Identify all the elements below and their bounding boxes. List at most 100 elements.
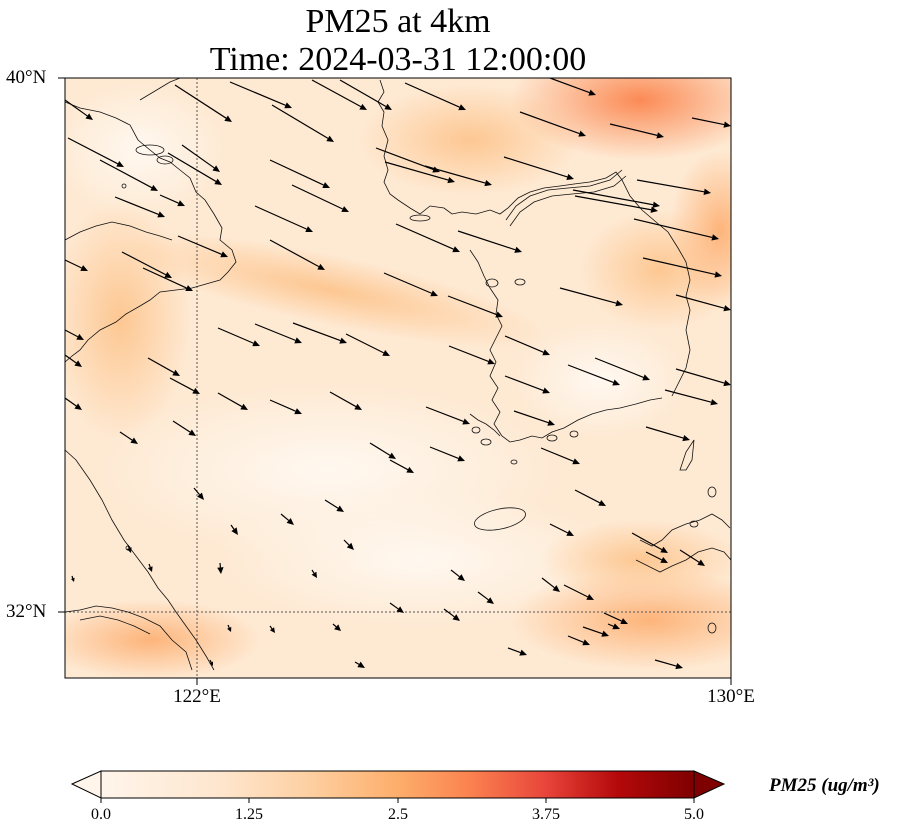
wind-arrow: [121, 251, 172, 278]
wind-arrow: [563, 584, 594, 600]
colorbar-tick-label: 0.0: [91, 806, 111, 823]
wind-arrow: [65, 99, 93, 120]
coastline-korea-north: [377, 79, 691, 397]
wind-arrow: [503, 156, 574, 180]
wind-arrow: [574, 489, 606, 506]
colorbar-under-triangle: [70, 770, 102, 799]
wind-arrow: [631, 532, 668, 553]
wind-arrow: [384, 161, 455, 184]
wind-arrow: [395, 223, 460, 253]
colorbar: [70, 770, 726, 803]
wind-arrow: [549, 523, 574, 536]
wind-arrow: [513, 410, 555, 426]
wind-arrow: [540, 447, 580, 465]
wind-arrow: [541, 577, 560, 592]
wind-arrow: [177, 235, 228, 258]
colorbar-tick-label: 2.5: [388, 806, 408, 823]
wind-arrow: [675, 294, 731, 312]
wind-arrow: [269, 239, 325, 270]
colorbar-tick-label: 1.25: [235, 806, 263, 823]
wind-arrow: [311, 79, 367, 110]
wind-arrow: [311, 569, 317, 578]
wind-arrow: [269, 399, 302, 415]
wind-arrow: [504, 375, 550, 394]
wind-vectors: [65, 78, 731, 670]
wind-arrow: [679, 549, 705, 566]
wind-arrow: [567, 364, 620, 386]
wind-arrow: [291, 184, 349, 212]
wind-arrow: [114, 196, 165, 218]
wind-arrow: [271, 104, 334, 142]
lat-label-40n: 40°N: [6, 67, 47, 88]
wind-arrow: [572, 189, 660, 208]
wind-arrow: [339, 79, 392, 110]
wind-arrow: [193, 487, 204, 500]
wind-arrow: [254, 205, 313, 233]
wind-arrow: [574, 195, 658, 213]
wind-arrow: [645, 551, 668, 563]
wind-arrow: [174, 84, 232, 122]
wind-arrow: [343, 539, 354, 550]
coastline-yangtze-inner: [79, 615, 151, 635]
wind-arrow: [425, 406, 470, 425]
coastline-liaodong: [65, 221, 173, 241]
wind-arrow: [65, 259, 88, 271]
lon-label-130e: 130°E: [707, 686, 755, 707]
coastline-yalu-double: [505, 169, 623, 221]
coastline-china-east: [65, 101, 237, 363]
islands: [121, 144, 717, 634]
wind-arrow: [504, 335, 550, 356]
wind-arrow: [477, 591, 494, 604]
wind-arrow: [167, 152, 222, 185]
wind-arrow: [229, 81, 292, 109]
axis-ticks: [58, 77, 732, 685]
wind-arrow: [429, 446, 465, 462]
wind-arrow: [227, 624, 232, 632]
wind-arrow: [424, 165, 492, 187]
wind-arrow: [142, 267, 193, 291]
wind-arrow: [181, 144, 220, 172]
wind-arrow: [169, 377, 200, 394]
wind-arrow: [65, 354, 82, 367]
wind-arrow: [65, 397, 82, 410]
coastline-korea-west: [469, 249, 663, 443]
wind-arrow: [404, 82, 466, 111]
wind-arrow: [607, 623, 620, 630]
wind-arrow: [147, 563, 153, 572]
wind-arrow: [209, 659, 213, 666]
wind-arrow: [172, 420, 196, 436]
wind-arrow: [549, 78, 596, 96]
coastline-japan-west: [639, 513, 731, 547]
wind-arrow: [594, 357, 650, 381]
coastline-yangtze: [65, 605, 193, 671]
wind-arrow: [99, 159, 158, 191]
wind-arrow: [159, 194, 185, 207]
lat-label-32n: 32°N: [6, 601, 47, 622]
coastlines: [65, 78, 731, 671]
wind-arrow: [645, 426, 690, 442]
wind-arrow: [324, 499, 344, 512]
wind-arrow: [269, 625, 275, 633]
wind-arrow: [633, 218, 719, 241]
wind-arrow: [559, 287, 623, 307]
wind-arrow: [119, 431, 138, 444]
wind-arrow: [280, 513, 294, 525]
coastline-jiangsu: [65, 449, 215, 671]
colorbar-tick-label: 5.0: [684, 806, 704, 823]
wind-arrow: [654, 659, 683, 670]
wind-arrow: [448, 345, 495, 365]
colorbar-over-triangle: [693, 770, 726, 799]
wind-arrow: [217, 327, 260, 347]
wind-arrow: [369, 442, 396, 459]
wind-arrow: [147, 357, 180, 376]
wind-arrow: [126, 544, 132, 553]
wind-arrow: [332, 623, 341, 631]
colorbar-label: PM25 (ug/m³): [769, 775, 880, 796]
wind-arrow: [457, 230, 522, 253]
wind-arrow: [230, 524, 238, 535]
wind-arrow: [217, 392, 248, 410]
wind-arrow: [345, 333, 390, 356]
wind-arrow: [691, 117, 731, 128]
coastline-bohai: [139, 78, 181, 101]
